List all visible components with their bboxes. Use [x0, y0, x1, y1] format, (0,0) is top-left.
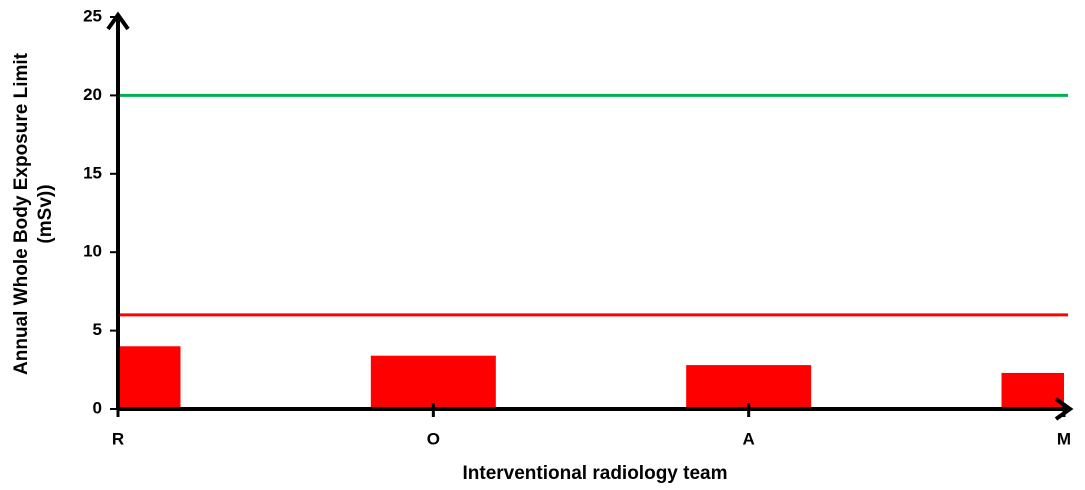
- y-axis-label-line: Annual Whole Body Exposure Limit: [11, 52, 32, 375]
- y-axis: [106, 11, 130, 409]
- y-tick-label: 5: [93, 320, 102, 339]
- x-axis-label: Interventional radiology team: [463, 463, 728, 484]
- bar: [118, 346, 181, 409]
- x-tick-label: O: [427, 429, 440, 448]
- bar: [370, 355, 496, 409]
- y-axis-label-line: (mSv)): [35, 184, 56, 243]
- y-axis-label: Annual Whole Body Exposure Limit (mSv)): [11, 52, 56, 375]
- bar: [1001, 372, 1064, 409]
- y-tick-label: 0: [93, 398, 102, 417]
- plot-area: [118, 346, 1064, 409]
- x-tick-label: M: [1057, 429, 1071, 448]
- y-tick-label: 15: [83, 163, 102, 182]
- bar: [686, 365, 812, 409]
- x-axis: [118, 397, 1074, 421]
- y-tick-label: 25: [83, 6, 102, 25]
- x-tick-label: R: [112, 429, 124, 448]
- x-tick-label: A: [743, 429, 755, 448]
- y-tick-label: 20: [83, 85, 102, 104]
- y-tick-label: 10: [83, 242, 102, 261]
